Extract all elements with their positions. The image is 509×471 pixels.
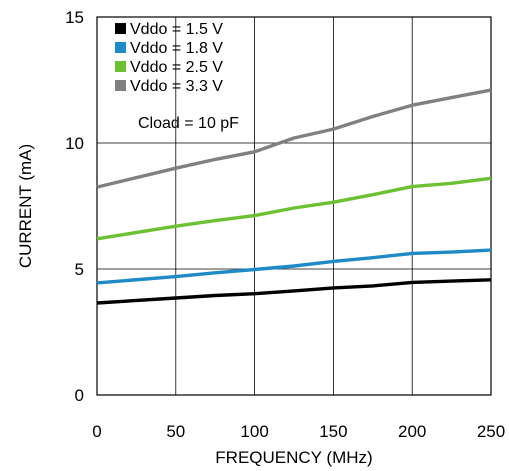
x-tick-label: 0 <box>92 422 101 441</box>
x-tick-label: 150 <box>319 422 347 441</box>
y-tick-label: 10 <box>65 134 84 153</box>
x-tick-label: 50 <box>166 422 185 441</box>
y-tick-label: 0 <box>75 386 84 405</box>
cload-annotation: Cload = 10 pF <box>138 115 239 132</box>
x-tick-label: 100 <box>240 422 268 441</box>
legend-swatch <box>115 80 126 91</box>
series-line-4 <box>96 88 492 189</box>
legend-label: Vddo = 3.3 V <box>130 78 223 95</box>
legend-swatch <box>115 23 126 34</box>
x-tick-label: 250 <box>477 422 505 441</box>
y-tick-label: 5 <box>75 260 84 279</box>
series-line-2 <box>96 248 492 285</box>
legend: Vddo = 1.5 V Vddo = 1.8 V Vddo = 2.5 V Vddo… <box>115 21 223 95</box>
series-line-1 <box>96 278 492 305</box>
grid-lines <box>97 17 491 395</box>
y-tick-label: 15 <box>65 8 84 27</box>
legend-swatch <box>115 42 126 53</box>
series-line-3 <box>96 176 492 241</box>
x-tick-label: 200 <box>398 422 426 441</box>
plot-area-frame <box>96 16 492 396</box>
legend-label: Vddo = 1.5 V <box>130 21 223 38</box>
y-axis-title: CURRENT (mA) <box>16 144 35 268</box>
legend-swatch <box>115 61 126 72</box>
tick-labels: 0 50 100 150 200 250 0 5 10 15 <box>65 8 505 441</box>
legend-label: Vddo = 1.8 V <box>130 40 223 57</box>
x-axis-title: FREQUENCY (MHz) <box>215 448 372 467</box>
series-lines <box>96 88 492 305</box>
legend-label: Vddo = 2.5 V <box>130 59 223 76</box>
